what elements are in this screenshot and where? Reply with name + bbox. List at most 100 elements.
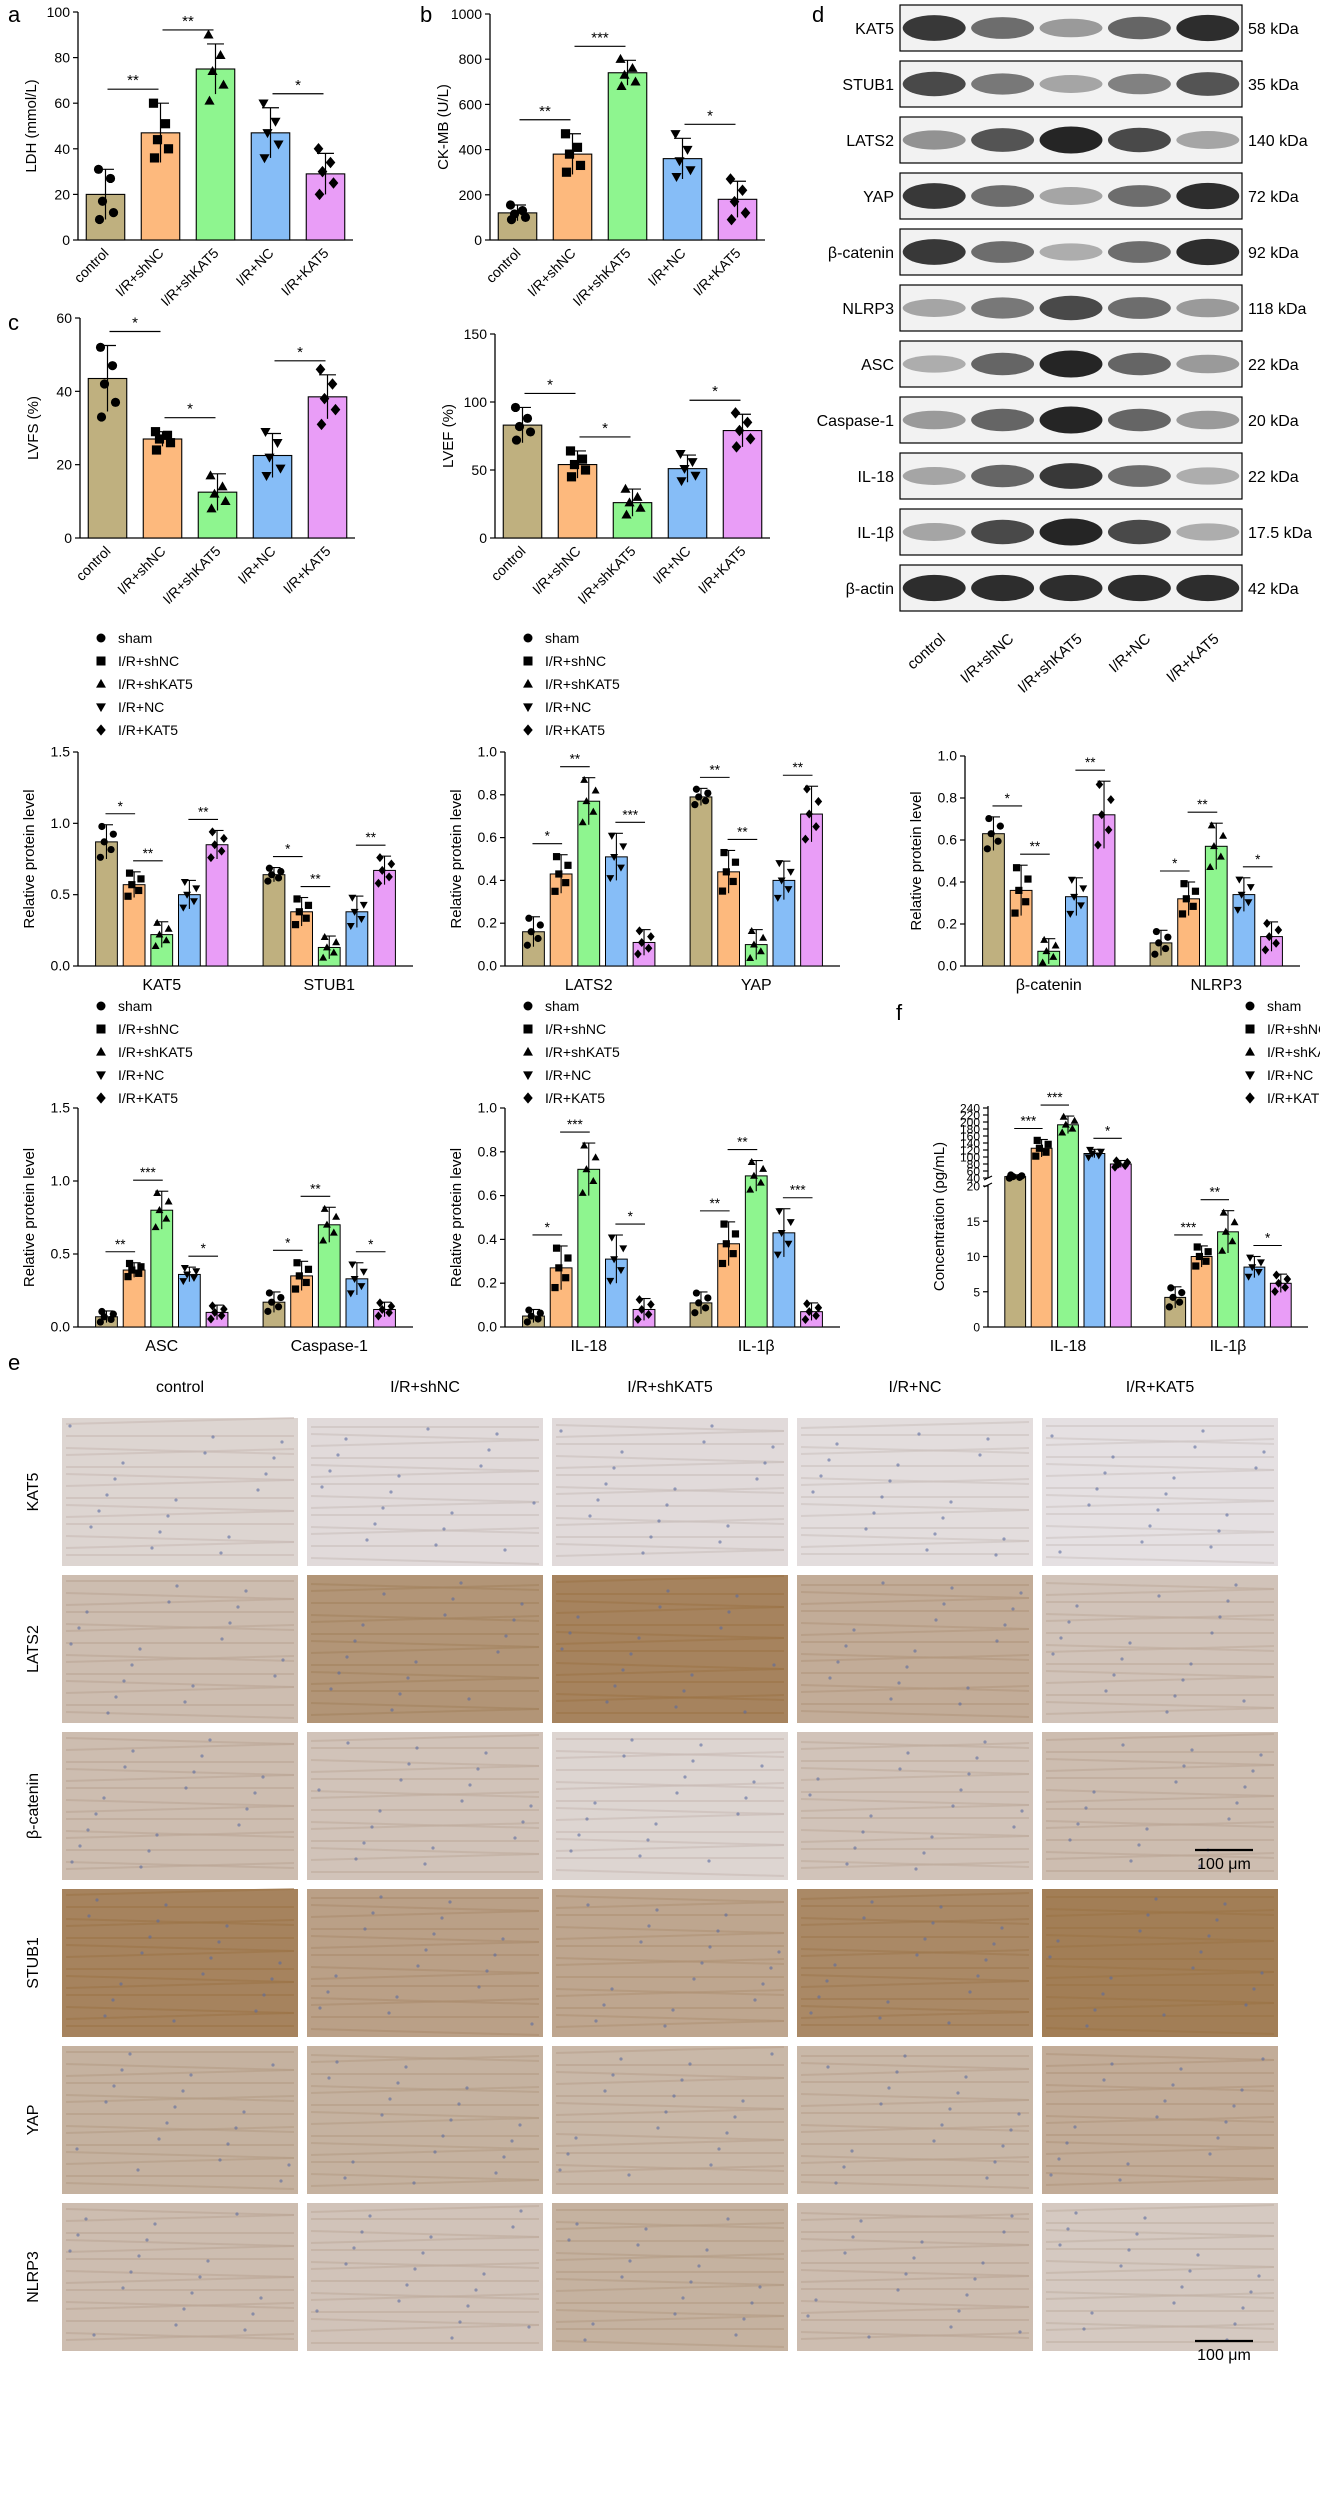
ihc-nucleus: [502, 2155, 506, 2159]
data-point: [670, 130, 681, 140]
data-point: [1244, 1273, 1253, 1281]
ihc-fiber: [555, 2222, 785, 2230]
ihc-nucleus: [329, 1687, 333, 1691]
ihc-nucleus: [407, 1762, 411, 1766]
data-point: [747, 926, 756, 934]
ihc-fiber: [65, 2063, 295, 2071]
data-point: [162, 1214, 171, 1222]
ihc-nucleus: [75, 2147, 79, 2151]
ihc-nucleus: [923, 1937, 927, 1941]
ihc-row-label: β-catenin: [25, 1773, 42, 1839]
ihc-nucleus: [1087, 1503, 1091, 1507]
ihc-fiber: [310, 1557, 540, 1565]
ihc-nucleus: [644, 2227, 648, 2231]
ihc-fiber: [555, 1782, 785, 1790]
y-axis-label: Relative protein level: [448, 1148, 465, 1287]
data-point: [565, 446, 576, 456]
legend-marker: [96, 724, 106, 736]
y-tick-label: 1.0: [478, 1100, 498, 1116]
data-point: [1152, 927, 1161, 936]
data-point: [1191, 887, 1200, 895]
data-point: [350, 908, 359, 916]
ihc-column-label: control: [156, 1379, 204, 1396]
data-point: [564, 1254, 572, 1262]
data-point: [378, 1304, 387, 1314]
data-point: [1274, 925, 1283, 935]
ihc-nucleus: [351, 2160, 355, 2164]
ihc-nucleus: [69, 1642, 73, 1646]
ihc-nucleus: [183, 1700, 187, 1704]
ihc-nucleus: [362, 1841, 366, 1845]
legend-marker: [523, 703, 533, 713]
data-point: [374, 1311, 383, 1321]
bar: [744, 1175, 768, 1328]
ihc-nucleus: [575, 2222, 579, 2226]
data-point: [262, 129, 273, 139]
data-point: [1032, 1152, 1040, 1160]
data-point: [742, 416, 753, 429]
y-tick-label: 0.6: [478, 1187, 498, 1203]
x-category-label: STUB1: [303, 977, 355, 994]
ihc-nucleus: [1242, 1699, 1246, 1703]
significance-label: *: [187, 401, 193, 418]
ihc-nucleus: [769, 1966, 773, 1970]
ihc-nucleus: [1257, 2274, 1261, 2278]
blot-band: [1107, 352, 1171, 376]
x-category-label: IL-18: [1050, 1338, 1087, 1355]
ihc-fiber: [800, 1503, 1030, 1511]
ihc-fiber: [65, 1975, 295, 1983]
ihc-fiber: [800, 1447, 1030, 1455]
data-point: [1079, 885, 1088, 893]
ihc-nucleus: [905, 1665, 909, 1669]
data-point: [270, 117, 281, 127]
data-point: [746, 1185, 755, 1193]
data-point: [527, 928, 535, 936]
data-point: [564, 149, 575, 159]
ihc-nucleus: [708, 1945, 712, 1949]
ihc-nucleus: [654, 1822, 658, 1826]
ihc-nucleus: [129, 2270, 133, 2274]
ihc-fiber: [1045, 2027, 1275, 2035]
blot-band: [1107, 16, 1171, 40]
significance-label: **: [1197, 797, 1208, 812]
ihc-fiber: [800, 2332, 1030, 2340]
blot-protein-label: IL-18: [858, 469, 895, 486]
ihc-nucleus: [518, 2123, 522, 2127]
blot-lane-label: I/R+shNC: [957, 630, 1017, 687]
ihc-fiber: [800, 2156, 1030, 2164]
x-category-label: IL-1β: [1210, 1338, 1247, 1355]
ihc-nucleus: [381, 1506, 385, 1510]
ihc-nucleus: [758, 2285, 762, 2289]
ihc-fiber: [555, 1901, 785, 1909]
ihc-nucleus: [1009, 2128, 1013, 2132]
bar: [1004, 1176, 1027, 1328]
y-tick-label: 800: [459, 51, 483, 67]
ihc-nucleus: [368, 2214, 372, 2218]
data-point: [734, 424, 745, 437]
ihc-fiber: [1045, 1701, 1275, 1709]
data-point: [320, 1204, 329, 1212]
data-point: [264, 877, 272, 885]
ihc-nucleus: [404, 2065, 408, 2069]
ihc-nucleus: [741, 2099, 745, 2103]
blot-band: [1107, 185, 1171, 207]
ihc-fiber: [310, 2086, 540, 2094]
data-point: [720, 1220, 728, 1228]
ihc-fiber: [800, 1710, 1030, 1718]
significance-label: ***: [567, 1117, 584, 1132]
ihc-nucleus: [468, 1783, 472, 1787]
ihc-nucleus: [421, 2251, 425, 2255]
ihc-nucleus: [442, 1527, 446, 1531]
y-tick-label: 5: [973, 1285, 980, 1299]
ihc-nucleus: [245, 1807, 249, 1811]
ihc-nucleus: [568, 1631, 572, 1635]
significance-label: **: [570, 752, 581, 767]
ihc-nucleus: [809, 2011, 813, 2015]
ihc-nucleus: [345, 1655, 349, 1659]
ihc-nucleus: [254, 2009, 258, 2013]
ihc-fiber: [800, 2306, 1030, 2314]
ihc-fiber: [555, 2315, 785, 2323]
data-point: [621, 509, 632, 519]
ihc-nucleus: [978, 1453, 982, 1457]
